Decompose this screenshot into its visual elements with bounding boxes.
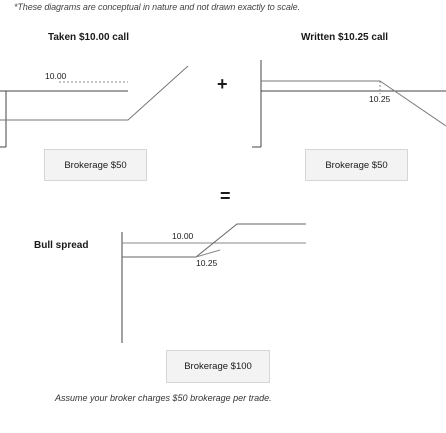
bull-spread-brokerage-box: Brokerage $100 [166,350,270,383]
bull-spread-title: Bull spread [34,240,89,251]
long-call-payoff-diagram [0,65,189,148]
short-call-payoff-diagram [252,60,446,148]
bull-spread-cap-marker [195,249,221,258]
bull-spread-brokerage-label: Brokerage $100 [184,361,252,372]
short-call-strike-label: 10.25 [369,94,391,104]
short-call-brokerage-box: Brokerage $50 [305,149,408,181]
bull-spread-low-strike-label: 10.00 [172,231,194,241]
equals-operator: = [220,186,231,206]
long-call-payoff-line [0,65,189,121]
bull-spread-payoff-diagram [121,223,306,343]
short-call-title: Written $10.25 call [301,32,389,43]
bull-spread-payoff-line [122,223,306,258]
bull-spread-high-strike-label: 10.25 [196,258,218,268]
long-call-brokerage-label: Brokerage $50 [64,159,127,171]
long-call-brokerage-box: Brokerage $50 [44,149,147,181]
scale-disclaimer: *These diagrams are conceptual in nature… [14,2,300,12]
plus-operator: + [217,74,228,94]
long-call-title: Taken $10.00 call [48,32,129,43]
long-call-strike-label: 10.00 [45,71,67,81]
brokerage-assumption-note: Assume your broker charges $50 brokerage… [55,393,272,403]
short-call-brokerage-label: Brokerage $50 [325,159,388,171]
short-call-payoff-line [261,80,446,127]
